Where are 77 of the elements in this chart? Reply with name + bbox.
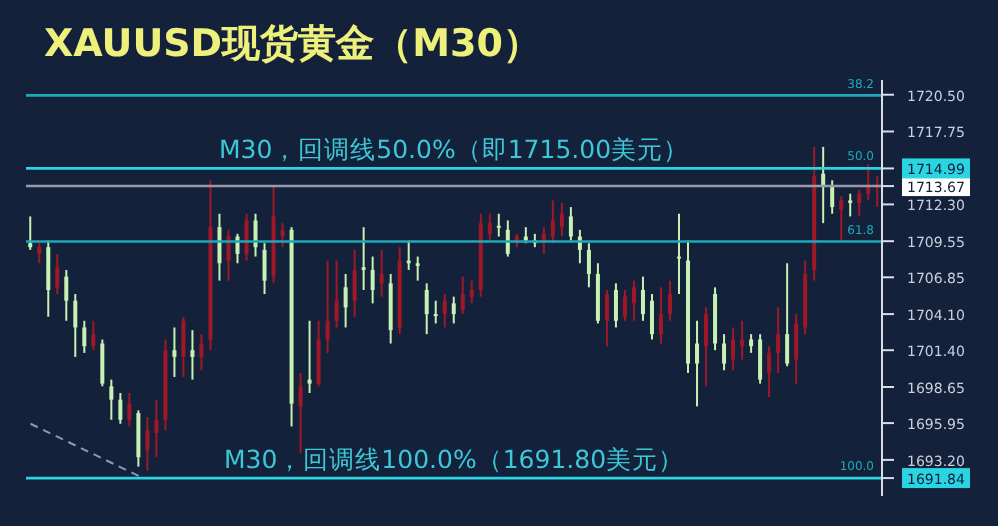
candlestick — [28, 215, 33, 251]
candlestick — [649, 293, 654, 341]
candlestick — [857, 188, 862, 218]
candlestick — [460, 275, 465, 316]
candlestick — [334, 259, 339, 329]
candlestick — [370, 255, 375, 305]
candlestick — [740, 319, 745, 361]
candlestick — [731, 326, 736, 372]
candlestick — [199, 333, 204, 372]
candlestick — [127, 392, 132, 428]
candlestick — [722, 333, 727, 372]
candlestick — [767, 345, 772, 399]
candlestick — [298, 371, 303, 455]
candlestick — [55, 252, 60, 296]
candlestick — [181, 315, 186, 378]
candlestick — [839, 195, 844, 242]
candlestick — [668, 279, 672, 322]
candlestick — [316, 319, 321, 388]
candlestick — [595, 262, 600, 325]
candlestick — [109, 378, 114, 421]
candlestick — [262, 242, 267, 296]
candlestick — [361, 226, 366, 292]
candlestick — [658, 286, 663, 345]
candlestick — [100, 338, 105, 388]
candlestick — [136, 409, 141, 468]
candlestick — [172, 326, 177, 378]
candlestick — [388, 272, 393, 345]
annotation: M30，回调线100.0%（1691.80美元） — [223, 444, 685, 479]
candlestick — [424, 282, 429, 336]
candlestick — [280, 222, 285, 249]
candlestick — [73, 293, 78, 358]
candlestick — [487, 212, 492, 242]
candlestick — [559, 202, 564, 238]
candlestick — [613, 282, 618, 329]
candlestick — [695, 319, 700, 408]
candlestick — [442, 293, 447, 329]
candlestick — [604, 289, 609, 348]
candlestick — [568, 206, 573, 242]
candlestick — [253, 212, 258, 258]
annotation: M30，回调线50.0%（即1715.00美元） — [218, 134, 690, 169]
candlestick — [145, 416, 150, 472]
candlestick — [677, 212, 682, 296]
candlestick — [586, 242, 591, 289]
candlestick — [496, 212, 501, 238]
candlestick — [631, 279, 636, 322]
candlestick — [640, 275, 645, 322]
candlestick — [307, 319, 312, 394]
candlestick — [244, 212, 249, 262]
candlestick — [848, 192, 853, 218]
candlestick — [785, 262, 790, 368]
candlestick — [749, 333, 754, 354]
candlestick — [154, 398, 159, 459]
candlestick — [451, 295, 456, 325]
candlestick — [830, 179, 835, 215]
candlestick — [550, 199, 555, 245]
candlestick — [794, 313, 799, 385]
candlestick — [415, 255, 420, 282]
candlestick — [46, 239, 51, 318]
candlestick — [704, 306, 709, 388]
candlestick — [379, 248, 384, 298]
candlestick — [622, 289, 627, 322]
candlestick — [118, 392, 123, 425]
candlestick — [37, 242, 42, 265]
candlestick — [433, 299, 438, 325]
candlestick — [866, 163, 871, 202]
candlestick — [190, 329, 195, 381]
candlestick — [217, 212, 222, 282]
chart-title: XAUUSD现货黄金（M30） — [44, 20, 541, 70]
candlestick — [758, 333, 763, 385]
candlestick — [343, 272, 348, 329]
candlestick — [82, 319, 87, 354]
candlestick — [352, 248, 357, 318]
candlestick — [325, 259, 330, 354]
candlestick — [91, 319, 96, 352]
candlestick — [469, 279, 474, 305]
candlestick — [776, 306, 781, 374]
candlestick — [64, 268, 69, 322]
